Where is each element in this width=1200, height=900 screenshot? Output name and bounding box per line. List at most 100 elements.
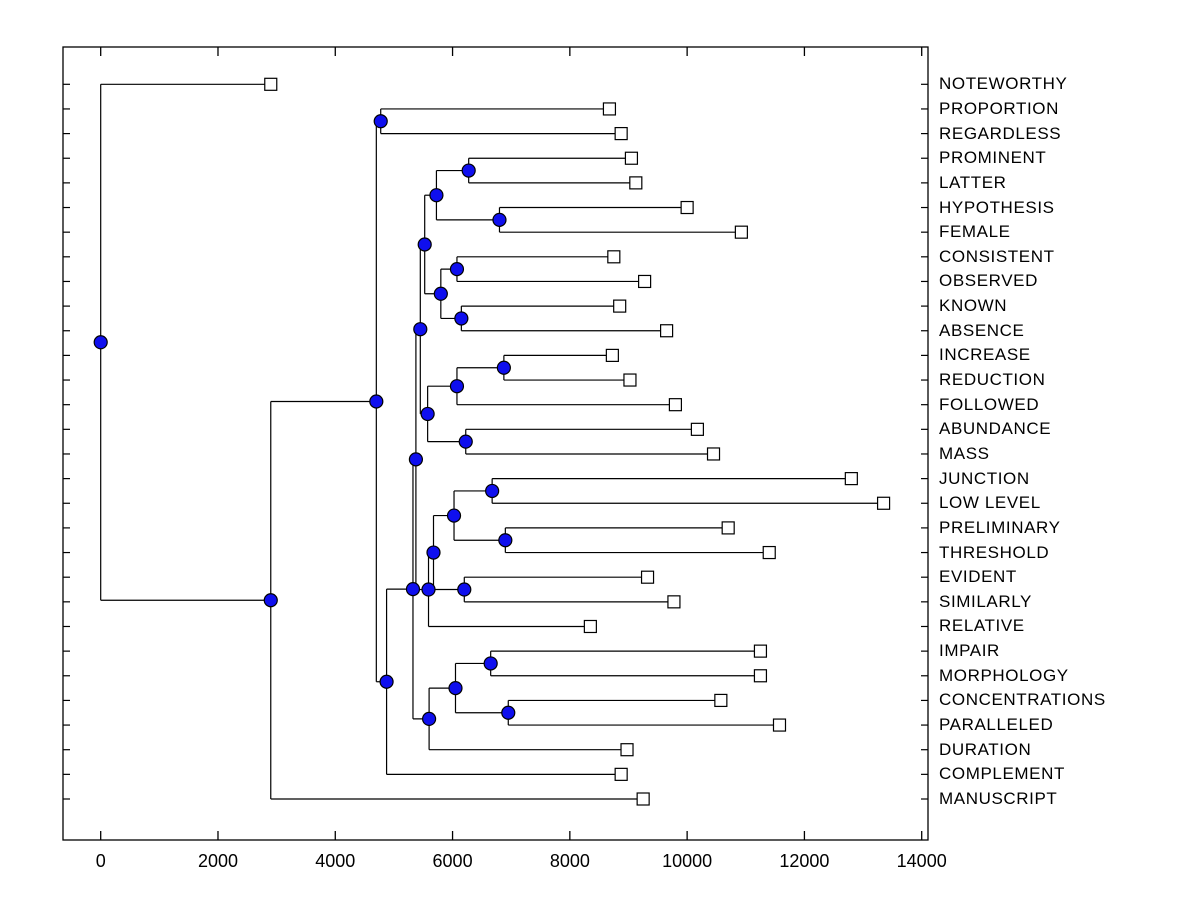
leaf-marker [714, 693, 728, 708]
internal-node-marker [405, 582, 421, 597]
leaf-marker [690, 422, 704, 436]
leaf-label: EVIDENT [939, 567, 1017, 587]
leaf-label: MANUSCRIPT [939, 788, 1058, 808]
leaf-label: COMPLEMENT [939, 764, 1065, 784]
internal-node-marker [446, 508, 462, 523]
internal-node-marker [454, 311, 469, 326]
internal-node-marker [492, 212, 507, 227]
leaf-markers [264, 77, 891, 806]
internal-node-marker [457, 582, 472, 597]
leaf-label: ABSENCE [939, 320, 1025, 340]
internal-node-marker [501, 705, 516, 720]
leaf-marker [734, 225, 748, 239]
leaf-marker [706, 447, 721, 461]
leaf-label: CONSISTENT [939, 246, 1055, 266]
leaf-label: OBSERVED [939, 271, 1038, 291]
axis-box [62, 46, 929, 841]
internal-node-marker [449, 379, 465, 394]
leaf-marker [614, 767, 628, 781]
x-tick-label: 6000 [433, 851, 473, 871]
leaf-label: SIMILARLY [939, 591, 1032, 611]
leaf-label: IMPAIR [939, 641, 1000, 661]
leaf-marker [762, 545, 776, 560]
internal-node-marker [483, 656, 498, 671]
leaf-label: LOW LEVEL [939, 493, 1041, 513]
leaf-label: INCREASE [939, 345, 1031, 365]
internal-node-marker [373, 114, 388, 129]
root-node-marker [93, 335, 108, 350]
leaf-label: KNOWN [939, 296, 1008, 316]
leaf-marker [844, 472, 858, 486]
leaf-label: THRESHOLD [939, 542, 1050, 562]
leaf-marker [660, 324, 674, 338]
leaf-label: NOTEWORTHY [939, 74, 1068, 94]
x-tick-label: 8000 [550, 851, 590, 871]
leaf-marker [629, 176, 643, 190]
leaf-marker [613, 299, 627, 313]
internal-node-marker [413, 322, 428, 337]
internal-node-marker [263, 593, 278, 608]
x-tick-labels: 0 2000 4000 6000 8000 10000 12000 14000 [96, 851, 947, 871]
leaf-marker [668, 398, 683, 412]
internal-node-marker [498, 533, 513, 548]
internal-node-marker [369, 394, 384, 409]
leaf-label: FOLLOWED [939, 394, 1040, 414]
leaf-label: REGARDLESS [939, 123, 1062, 143]
leaf-marker [605, 348, 619, 362]
leaf-marker [624, 151, 639, 165]
leaf-marker [680, 200, 694, 215]
leaf-label: MASS [939, 443, 990, 463]
internal-node-marker [496, 360, 511, 375]
x-tick-label: 0 [96, 851, 106, 871]
x-tick-label: 2000 [198, 851, 238, 871]
internal-node-marker [458, 434, 473, 449]
leaf-label: HYPOTHESIS [939, 197, 1055, 217]
leaf-marker [753, 644, 768, 658]
leaf-marker [602, 102, 617, 116]
internal-node-marker [408, 452, 424, 467]
leaf-label: PROMINENT [939, 148, 1047, 168]
internal-node-marker [429, 188, 444, 203]
leaf-marker [721, 521, 735, 535]
leaf-label: MORPHOLOGY [939, 665, 1069, 685]
internal-node-marker [449, 262, 465, 277]
leaf-marker [876, 496, 891, 510]
leaf-label: RELATIVE [939, 616, 1025, 636]
leaf-label: LATTER [939, 172, 1007, 192]
internal-node-marker [448, 680, 463, 696]
tree-edges [100, 83, 884, 800]
leaf-label: CONCENTRATIONS [939, 690, 1106, 710]
leaf-marker [667, 595, 681, 609]
axis-ticks [63, 47, 928, 840]
leaf-marker [623, 373, 637, 387]
internal-node-marker [485, 483, 500, 499]
x-tick-label: 4000 [315, 851, 355, 871]
leaf-marker [620, 743, 634, 757]
internal-node-markers [93, 114, 516, 727]
leaf-marker [753, 669, 768, 683]
internal-node-marker [417, 237, 432, 252]
leaf-marker [638, 274, 652, 289]
internal-node-marker [420, 406, 435, 422]
leaf-label: JUNCTION [939, 468, 1030, 488]
leaf-label: ABUNDANCE [939, 419, 1052, 439]
leaf-label: PARALLELED [939, 715, 1054, 735]
leaf-label: FEMALE [939, 222, 1011, 242]
leaf-label: DURATION [939, 739, 1032, 759]
internal-node-marker [433, 286, 448, 301]
internal-node-marker [422, 711, 437, 727]
x-tick-label: 14000 [897, 851, 947, 871]
x-tick-label: 12000 [779, 851, 829, 871]
leaf-marker [614, 126, 628, 141]
leaf-label: PRELIMINARY [939, 517, 1061, 537]
leaf-label: PROPORTION [939, 98, 1059, 118]
internal-node-marker [421, 582, 436, 597]
x-tick-label: 10000 [662, 851, 712, 871]
leaf-marker [640, 570, 655, 584]
leaf-marker [264, 77, 278, 91]
leaf-marker [636, 792, 650, 806]
internal-node-marker [379, 674, 394, 689]
leaf-label: REDUCTION [939, 370, 1046, 390]
